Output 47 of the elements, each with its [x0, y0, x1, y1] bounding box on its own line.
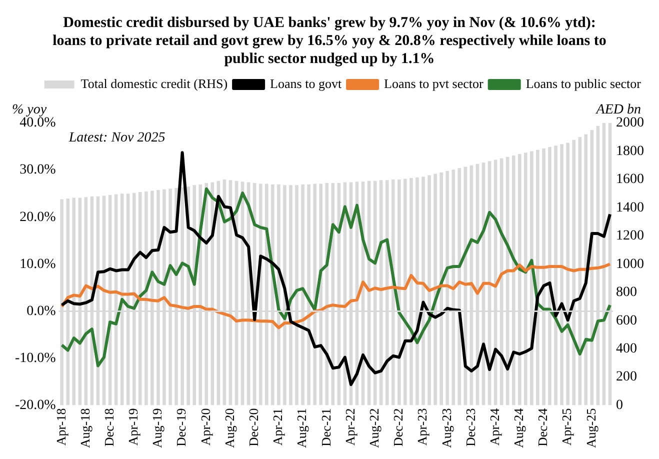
- y2-tick-label: 1800: [616, 144, 644, 159]
- x-tick-label: Aug-24: [511, 408, 526, 448]
- y-tick-label: 20.0%: [20, 210, 56, 225]
- legend-label: Loans to pvt sector: [384, 76, 484, 91]
- y2-tick-label: 200: [616, 370, 637, 385]
- y2-tick-label: 1600: [616, 172, 644, 188]
- x-tick-label: Dec-23: [462, 408, 478, 447]
- x-tick-label: Aug-25: [583, 408, 598, 448]
- x-tick-label: Dec-20: [246, 408, 262, 447]
- legend-label: Total domestic credit (RHS): [80, 76, 228, 91]
- y2-tick-label: 1200: [616, 228, 644, 244]
- y2-tick-label: 0: [616, 398, 623, 413]
- x-tick-label: Dec-19: [174, 408, 189, 447]
- y2-tick-label: 400: [616, 342, 637, 356]
- y2-tick-label: 600: [616, 313, 637, 328]
- y2-tick-label: 1000: [616, 256, 644, 272]
- chart-title: Domestic credit disbursed by UAE banks' grew by 9.7% yoy in Nov (& 10.6% ytd): loans to private retail and govt grew by 16.5% yoy & 20.8% respectively while loans to public sector nudged up by 1.1%: [52, 14, 606, 67]
- x-tick-label: Apr-24: [486, 408, 502, 446]
- x-tick-label: Apr-25: [559, 408, 574, 446]
- y-tick-label: 40.0%: [20, 116, 56, 131]
- x-tick-label: Apr-21: [270, 408, 286, 446]
- x-tick-label: Apr-22: [342, 408, 358, 446]
- y-tick-label: 0.0%: [26, 304, 56, 319]
- x-tick-label: Apr-20: [198, 408, 213, 446]
- legend-label: Loans to public sector: [526, 76, 642, 91]
- annotation: Latest: Nov 2025: [68, 130, 166, 146]
- y-tick-label: 10.0%: [20, 256, 56, 272]
- y-tick-label: -10.0%: [14, 350, 56, 366]
- legend-label: Loans to govt: [270, 76, 342, 91]
- x-tick-label: Aug-20: [222, 408, 237, 448]
- x-tick-label: Dec-21: [318, 408, 334, 447]
- x-tick-label: Dec-18: [101, 408, 116, 447]
- x-tick-label: Aug-22: [366, 408, 382, 448]
- x-tick-label: Aug-18: [77, 408, 92, 448]
- y-tick-label: 30.0%: [20, 162, 56, 178]
- y-axis-title: % yoy: [12, 102, 48, 118]
- x-tick-label: Aug-19: [150, 408, 165, 448]
- x-tick-label: Apr-19: [126, 408, 141, 446]
- x-tick-label: Aug-23: [438, 408, 454, 448]
- y2-tick-label: 1400: [616, 200, 644, 216]
- x-tick-label: Dec-24: [535, 408, 550, 447]
- x-tick-label: Dec-22: [390, 408, 406, 447]
- y2-axis-title: AED bn: [595, 102, 641, 118]
- x-tick-label: Apr-23: [414, 408, 430, 446]
- y2-tick-label: 800: [616, 285, 637, 300]
- x-tick-label: Aug-21: [294, 408, 310, 448]
- y2-tick-label: 2000: [616, 116, 644, 131]
